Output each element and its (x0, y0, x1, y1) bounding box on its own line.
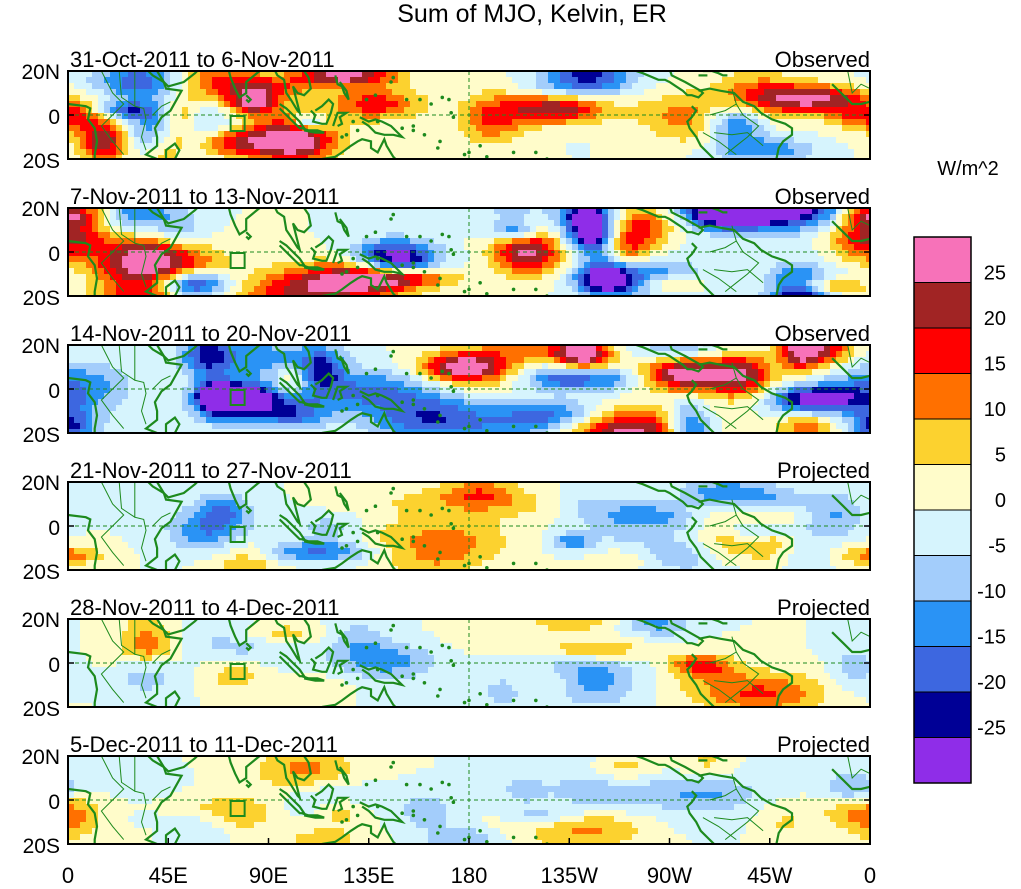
region-box (229, 663, 246, 680)
colorbar-label: 15 (984, 354, 1006, 376)
panel-status: Observed (775, 47, 870, 72)
latitude-tick-label: 20N (21, 198, 60, 221)
map-panel: 20N 0 20S 21-Nov-2011 to 27-Nov-2011 Project… (21, 458, 871, 584)
coastlines (68, 482, 870, 570)
region-box (229, 252, 246, 269)
panel-date-range: 5-Dec-2011 to 11-Dec-2011 (70, 732, 338, 757)
coastlines (68, 71, 870, 159)
longitude-axis: 0 45E 90E 135E 180 135W 90W 45W 0 (62, 838, 876, 888)
colorbar-label: -20 (977, 672, 1006, 694)
map-panel: 20N 0 20S 14-Nov-2011 to 20-Nov-2011 Observe… (21, 321, 871, 447)
longitude-tick-label: 0 (62, 863, 74, 888)
coastlines (68, 619, 870, 707)
olr-anomaly-field (68, 619, 870, 707)
figure-title: Sum of MJO, Kelvin, ER (397, 0, 667, 28)
olr-anomaly-field (68, 208, 870, 296)
region-box (229, 389, 246, 406)
colorbar-label: -25 (977, 718, 1006, 740)
longitude-tick-label: 45W (747, 863, 792, 888)
colorbar-label: -15 (977, 627, 1006, 649)
map-panels: 20N 0 20S 31-Oct-2011 to 6-Nov-2011 Observed… (21, 47, 871, 858)
latitude-tick-label: 20S (23, 150, 60, 173)
colorbar-swatch (913, 464, 972, 511)
colorbar-swatch (913, 646, 972, 693)
latitude-tick-label: 0 (48, 791, 60, 814)
region-box (229, 526, 246, 543)
coastlines (68, 208, 870, 296)
longitude-tick-label: 45E (149, 863, 188, 888)
latitude-tick-label: 0 (48, 380, 60, 403)
latitude-tick-label: 0 (48, 654, 60, 677)
colorbar-units: W/m^2 (937, 158, 999, 180)
panel-date-range: 7-Nov-2011 to 13-Nov-2011 (70, 184, 339, 209)
olr-anomaly-field (68, 482, 870, 570)
colorbar-swatch (913, 327, 972, 374)
panel-status: Projected (777, 595, 870, 620)
latitude-tick-label: 20S (23, 835, 60, 858)
map-panel: 20N 0 20S 28-Nov-2011 to 4-Dec-2011 Projecte… (21, 595, 871, 721)
longitude-tick-label: 135E (343, 863, 394, 888)
latitude-tick-label: 20N (21, 746, 60, 769)
longitude-tick-label: 0 (864, 863, 876, 888)
colorbar-swatch (913, 282, 972, 329)
colorbar-swatch (913, 737, 972, 784)
colorbar-label: 20 (984, 308, 1006, 330)
colorbar-swatch (913, 236, 972, 283)
colorbar-swatch (913, 418, 972, 465)
panel-status: Projected (777, 732, 870, 757)
colorbar-label: 5 (995, 445, 1006, 467)
colorbar-swatch (913, 555, 972, 602)
colorbar-label: 0 (995, 490, 1006, 512)
longitude-tick-label: 90W (647, 863, 692, 888)
colorbar-label: 10 (984, 399, 1006, 421)
map-panel: 20N 0 20S 7-Nov-2011 to 13-Nov-2011 Observed (21, 184, 871, 310)
region-box (229, 115, 246, 132)
latitude-tick-label: 20S (23, 698, 60, 721)
coastlines (68, 756, 870, 844)
map-panel: 20N 0 20S 5-Dec-2011 to 11-Dec-2011 Projecte… (21, 732, 871, 858)
olr-anomaly-field (68, 71, 870, 159)
panel-status: Projected (777, 458, 870, 483)
panel-status: Observed (775, 321, 870, 346)
colorbar: W/m^2 25 20 15 10 5 0 -5 -10 -15 -20 -25 (913, 158, 1006, 784)
panel-date-range: 14-Nov-2011 to 20-Nov-2011 (70, 321, 352, 346)
colorbar-label: -5 (988, 536, 1006, 558)
longitude-tick-label: 180 (451, 863, 488, 888)
latitude-tick-label: 20N (21, 61, 60, 84)
longitude-tick-label: 90E (249, 863, 288, 888)
map-panel: 20N 0 20S 31-Oct-2011 to 6-Nov-2011 Observed (21, 47, 871, 173)
panel-date-range: 28-Nov-2011 to 4-Dec-2011 (70, 595, 339, 620)
panel-date-range: 21-Nov-2011 to 27-Nov-2011 (70, 458, 352, 483)
colorbar-swatch (913, 373, 972, 420)
latitude-tick-label: 20N (21, 335, 60, 358)
panel-status: Observed (775, 184, 870, 209)
latitude-tick-label: 20N (21, 472, 60, 495)
coastlines (68, 345, 870, 433)
colorbar-label: 25 (984, 263, 1006, 285)
colorbar-swatch (913, 691, 972, 738)
latitude-tick-label: 0 (48, 517, 60, 540)
latitude-tick-label: 0 (48, 243, 60, 266)
colorbar-swatch (913, 600, 972, 647)
latitude-tick-label: 20S (23, 424, 60, 447)
region-box (229, 800, 246, 817)
longitude-tick-label: 135W (541, 863, 599, 888)
latitude-tick-label: 20S (23, 287, 60, 310)
latitude-tick-label: 20N (21, 609, 60, 632)
panel-date-range: 31-Oct-2011 to 6-Nov-2011 (70, 47, 335, 72)
latitude-tick-label: 0 (48, 106, 60, 129)
colorbar-label: -10 (977, 581, 1006, 603)
olr-anomaly-field (68, 345, 870, 433)
colorbar-swatch (913, 509, 972, 556)
latitude-tick-label: 20S (23, 561, 60, 584)
olr-anomaly-field (68, 756, 870, 844)
